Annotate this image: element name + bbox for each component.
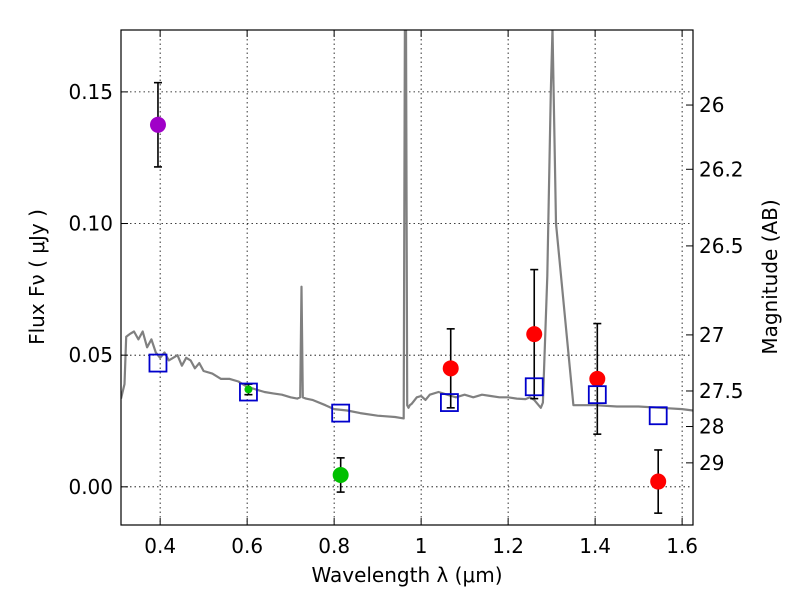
y-tick-label: 0.10 — [68, 212, 113, 236]
ticks: 0.4 0.6 0.8 1 1.2 1.4 1.6 0.00 0.05 0.10 0.15 26 26.… — [68, 30, 744, 558]
grid — [121, 30, 693, 525]
observed-red-3 — [589, 370, 606, 387]
y2-tick-label: 28 — [699, 415, 724, 439]
observed-red-1 — [442, 360, 459, 377]
model-point — [239, 382, 258, 402]
series-group — [121, 30, 693, 514]
y-tick-label: 0.15 — [68, 80, 113, 104]
x-tick-label: 0.6 — [231, 534, 263, 558]
x-tick-label: 1.4 — [579, 534, 611, 558]
y2-tick-label: 29 — [699, 451, 724, 475]
observed-red-4 — [650, 473, 667, 490]
x-tick-label: 0.8 — [318, 534, 350, 558]
model-point — [648, 406, 668, 426]
y2-tick-label: 27.5 — [699, 379, 744, 403]
observed-violet — [149, 116, 166, 133]
y2-axis-label: Magnitude (AB) — [758, 199, 782, 354]
y-tick-label: 0.05 — [68, 343, 113, 367]
x-tick-label: 1.2 — [492, 534, 524, 558]
series — [121, 30, 693, 514]
observed-green — [332, 466, 349, 483]
observed-red-2 — [526, 326, 543, 343]
y2-tick-label: 26 — [699, 93, 724, 117]
plot-frame — [120, 29, 694, 526]
model-point — [440, 393, 459, 412]
x-tick-label: 0.4 — [144, 534, 176, 558]
y-tick-label: 0.00 — [68, 475, 113, 499]
model-point — [524, 377, 544, 397]
y2-tick-label: 27 — [699, 323, 724, 347]
model-spectrum-line — [121, 30, 693, 420]
y2-tick-label: 26.5 — [699, 234, 744, 258]
model-point — [148, 353, 168, 373]
x-tick-label: 1.6 — [666, 534, 698, 558]
model-point — [331, 403, 351, 423]
x-axis-label: Wavelength λ (μm) — [311, 563, 502, 587]
observed-green-small — [244, 385, 253, 394]
model-point — [587, 385, 607, 405]
y-axis-label: Flux Fν ( μJy ) — [25, 209, 49, 345]
y2-tick-label: 26.2 — [699, 157, 744, 181]
x-tick-label: 1 — [415, 534, 428, 558]
